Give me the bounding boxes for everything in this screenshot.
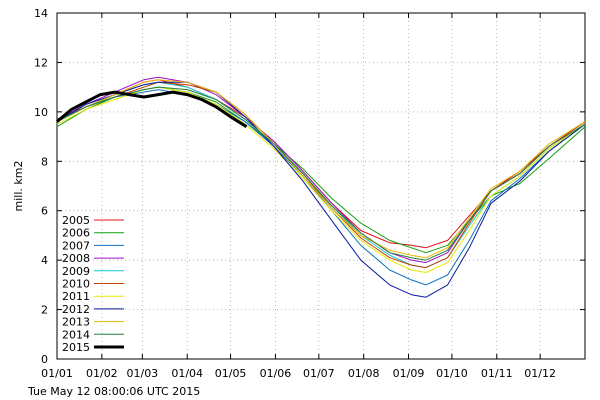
grid <box>57 13 585 359</box>
x-tick-label: 01/12 <box>524 367 556 380</box>
series-line-2012 <box>56 81 586 298</box>
x-tick-label: 01/06 <box>260 367 292 380</box>
y-tick-label: 2 <box>41 304 48 317</box>
y-axis-tick-labels: 0 2 4 6 8 10 12 14 <box>34 7 48 366</box>
x-axis-tick-labels: 01/01 01/02 01/03 01/04 01/05 01/06 01/07 01/08… <box>41 367 556 380</box>
series-line-2014 <box>56 86 586 261</box>
series-line-2015 <box>56 90 248 128</box>
legend-label-2013: 2013 <box>62 316 90 329</box>
y-tick-label: 4 <box>41 254 48 267</box>
y-tick-label: 10 <box>34 106 48 119</box>
legend-label-2008: 2008 <box>62 252 90 265</box>
x-tick-label: 01/07 <box>303 367 335 380</box>
y-axis-label: mill. km2 <box>12 161 25 212</box>
x-tick-label: 01/10 <box>436 367 468 380</box>
y-tick-label: 0 <box>41 353 48 366</box>
x-tick-label: 01/08 <box>348 367 380 380</box>
legend-label-2009: 2009 <box>62 265 90 278</box>
axis-ticks <box>56 12 585 360</box>
y-tick-label: 14 <box>34 7 48 20</box>
legend: 2005200620072008200920102011201220132014… <box>62 214 124 354</box>
legend-label-2010: 2010 <box>62 278 90 291</box>
x-tick-label: 01/02 <box>86 367 118 380</box>
legend-label-2011: 2011 <box>62 290 90 303</box>
legend-label-2015: 2015 <box>62 341 90 354</box>
legend-label-2014: 2014 <box>62 328 90 341</box>
y-tick-label: 8 <box>41 155 48 168</box>
y-tick-label: 12 <box>34 56 48 69</box>
legend-label-2006: 2006 <box>62 227 90 240</box>
legend-label-2005: 2005 <box>62 214 90 227</box>
series-line-2013 <box>56 79 586 259</box>
legend-label-2007: 2007 <box>62 239 90 252</box>
x-tick-label: 01/09 <box>393 367 425 380</box>
x-tick-label: 01/05 <box>215 367 247 380</box>
x-tick-label: 01/03 <box>126 367 158 380</box>
legend-label-2012: 2012 <box>62 303 90 316</box>
x-tick-label: 01/11 <box>481 367 513 380</box>
x-tick-label: 01/01 <box>41 367 73 380</box>
series-lines <box>56 76 586 298</box>
x-tick-label: 01/04 <box>171 367 203 380</box>
y-tick-label: 6 <box>41 205 48 218</box>
footer-timestamp: Tue May 12 08:00:06 UTC 2015 <box>27 385 200 398</box>
